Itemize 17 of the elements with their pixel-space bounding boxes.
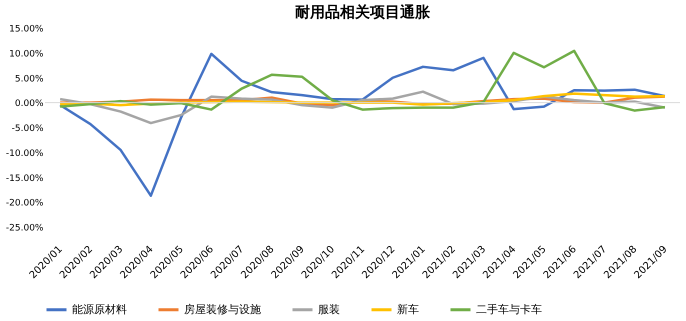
chart-title: 耐用品相关项目通胀 (295, 3, 431, 21)
legend-label: 房屋装修与设施 (184, 302, 261, 316)
y-tick-label: -20.00% (6, 198, 44, 209)
y-tick-label: 5.00% (14, 74, 44, 84)
y-tick-label: -15.00% (6, 174, 44, 184)
y-tick-label: 10.00% (9, 49, 44, 60)
line-series (58, 50, 666, 112)
y-tick-label: -25.00% (6, 224, 44, 234)
legend-label: 二手车与卡车 (476, 302, 542, 316)
legend-label: 新车 (397, 302, 419, 316)
y-tick-label: -5.00% (12, 124, 44, 134)
y-tick-label: 15.00% (9, 24, 44, 34)
y-tick-label: -10.00% (6, 148, 44, 159)
legend-label: 能源原材料 (72, 302, 127, 316)
line-series (58, 52, 666, 197)
y-tick-label: 0.00% (14, 99, 44, 110)
legend-label: 服装 (318, 302, 340, 316)
